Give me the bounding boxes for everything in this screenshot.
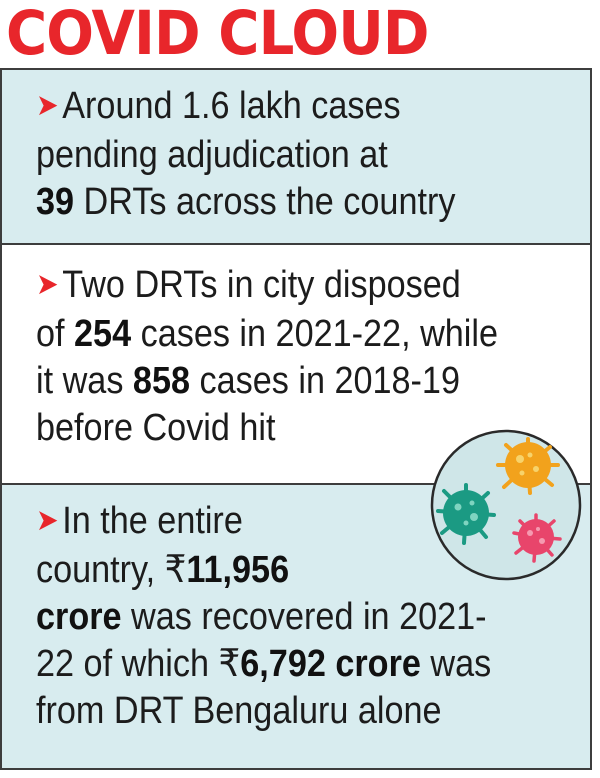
fact-line: from DRT Bengaluru alone	[36, 688, 491, 735]
fact-text-segment: before Covid hit	[36, 407, 276, 449]
facts-frame	[0, 68, 592, 770]
fact-text-segment: Around 1.6 lakh cases	[62, 85, 401, 127]
highlight-figure: 39	[36, 181, 75, 223]
fact-line: 39 DRTs across the country	[36, 179, 455, 226]
fact-line: crore was recovered in 2021-	[36, 594, 491, 641]
fact-text-segment: pending adjudication at	[36, 134, 388, 176]
fact-text-segment: Two DRTs in city disposed	[62, 264, 461, 306]
arrow-bullet-icon: ➤	[36, 268, 59, 301]
fact-line: before Covid hit	[36, 405, 498, 452]
fact-line: ➤In the entire	[36, 498, 491, 547]
arrow-bullet-icon: ➤	[36, 89, 59, 122]
fact-text-segment: it was	[36, 360, 133, 402]
fact-text-segment: cases in 2018-19	[189, 360, 460, 402]
page-title: COVID CLOUD	[6, 0, 429, 69]
divider	[0, 243, 592, 245]
virus-illustration	[430, 429, 582, 581]
fact-text-2: ➤Two DRTs in city disposed of 254 cases i…	[36, 262, 498, 452]
fact-text-1: ➤Around 1.6 lakh cases pending adjudicati…	[36, 83, 455, 226]
virus-pink-icon	[512, 513, 562, 563]
fact-line: it was 858 cases in 2018-19	[36, 358, 498, 405]
fact-line: of 254 cases in 2021-22, while	[36, 311, 498, 358]
fact-text-segment: country, ₹	[36, 549, 187, 591]
fact-panel-1	[2, 70, 590, 244]
fact-text-segment: cases in 2021-22, while	[131, 313, 499, 355]
fact-text-segment: of	[36, 313, 75, 355]
divider	[0, 483, 592, 485]
highlight-figure: 858	[132, 360, 190, 402]
fact-line: ➤Two DRTs in city disposed	[36, 262, 498, 311]
highlight-figure: 11,956	[186, 549, 290, 591]
fact-line: country, ₹11,956	[36, 547, 491, 594]
highlight-figure: 254	[74, 313, 132, 355]
virus-teal-icon	[436, 483, 496, 545]
fact-text-segment: was	[420, 643, 492, 685]
virus-orange-icon	[496, 437, 560, 495]
fact-text-segment: 22 of which ₹	[36, 643, 241, 685]
fact-line: pending adjudication at	[36, 132, 455, 179]
fact-text-segment: was recovered in 2021-	[121, 596, 487, 638]
highlight-figure: crore	[36, 596, 122, 638]
arrow-bullet-icon: ➤	[36, 504, 59, 537]
fact-line: 22 of which ₹6,792 crore was	[36, 641, 491, 688]
fact-text-3: ➤In the entire country, ₹11,956 crore was …	[36, 498, 491, 735]
fact-text-segment: In the entire	[62, 500, 243, 542]
fact-text-segment: DRTs across the country	[74, 181, 456, 223]
fact-line: ➤Around 1.6 lakh cases	[36, 83, 455, 132]
highlight-figure: 6,792 crore	[240, 643, 421, 685]
fact-text-segment: from DRT Bengaluru alone	[36, 690, 442, 732]
